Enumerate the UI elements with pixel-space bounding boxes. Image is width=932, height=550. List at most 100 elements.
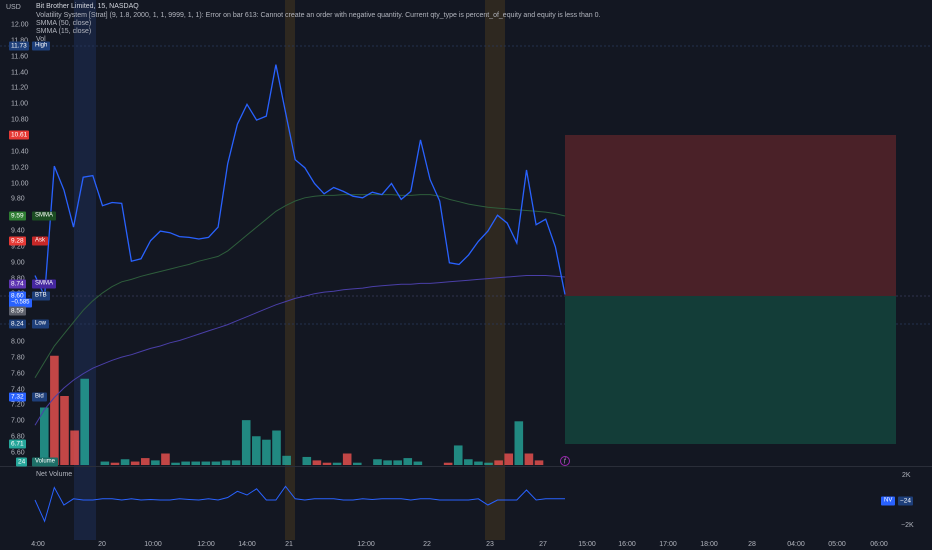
net-volume-line — [34, 485, 565, 523]
volume-bar — [70, 430, 79, 465]
y-tick-label: 8.00 — [11, 338, 25, 346]
volume-bar — [151, 460, 160, 465]
volume-bar — [191, 461, 201, 465]
volume-bar — [312, 460, 322, 465]
volume-bar — [40, 407, 49, 465]
strategy-legend[interactable]: Volatility System [Strat] (9, 1.8, 2000,… — [36, 12, 601, 19]
y-tick-label: 10.80 — [11, 116, 29, 124]
x-tick-label: 22 — [423, 541, 431, 548]
volume-bar — [241, 420, 251, 465]
y-tick-label: 8.80 — [11, 275, 25, 282]
volume-bar — [534, 460, 544, 465]
volume-bar — [171, 462, 180, 465]
x-tick-label: 12:00 — [197, 541, 215, 548]
volume-bar — [484, 462, 493, 465]
volume-bar — [453, 445, 463, 465]
y-tick-label: 11.60 — [11, 53, 28, 61]
smma50-legend[interactable]: SMMA (50, close) — [36, 20, 92, 27]
y-tick-label: 6.80 — [11, 433, 25, 441]
x-tick-label: 23 — [486, 541, 494, 548]
nv-tag-value: −24 — [898, 496, 914, 506]
volume-bar — [373, 459, 382, 465]
volume-bar — [211, 461, 221, 465]
y-tick-label: 7.80 — [11, 354, 25, 362]
volume-bar — [393, 460, 402, 465]
y-tick-label: 7.60 — [11, 370, 25, 378]
y-tick-label: 11.80 — [11, 37, 28, 44]
y-tick-label: 9.80 — [11, 195, 25, 203]
volume-bar — [403, 458, 413, 465]
volume-bar — [383, 460, 392, 465]
net-volume-title[interactable]: Net Volume — [36, 471, 73, 478]
smma50-line — [34, 194, 566, 378]
smma15-line — [34, 275, 566, 426]
nv-tick-top: 2K — [902, 472, 911, 479]
pane-separator[interactable] — [0, 466, 932, 467]
session-highlight — [74, 0, 96, 540]
chart-title[interactable]: Bit Brother Limited, 15, NASDAQ — [36, 3, 139, 10]
bid-small-tag: 8.59 — [9, 306, 26, 316]
volume-bar — [322, 462, 332, 465]
take-profit-tag: 10.61 — [9, 130, 30, 140]
volume-bar — [181, 461, 190, 465]
volume-bar — [504, 453, 514, 465]
volume-bar — [80, 378, 89, 465]
price-line — [34, 64, 566, 299]
x-tick-label: 27 — [539, 541, 547, 548]
y-tick-label: 10.20 — [11, 164, 29, 172]
volume-bar — [494, 460, 503, 465]
volume-bar — [110, 462, 120, 465]
volume-bar — [161, 453, 170, 465]
bid-tag-name: Bid — [32, 392, 47, 402]
x-tick-label: 14:00 — [238, 541, 256, 548]
smma15-tag-name: SMMA — [32, 279, 56, 289]
price-change-tag: −0.585 — [9, 298, 32, 308]
volume-bar — [464, 459, 473, 465]
y-tick-label: 10.40 — [11, 148, 29, 156]
currency-label: USD — [6, 4, 21, 11]
x-tick-label: 10:00 — [144, 541, 162, 548]
volume-bar — [302, 456, 312, 465]
volume-bar — [231, 460, 241, 465]
low-tag-value: 8.24 — [9, 319, 26, 329]
stop-zone — [565, 296, 896, 444]
volume-bar — [332, 462, 342, 465]
x-tick-label: 28 — [748, 541, 756, 548]
y-tick-label: 9.20 — [11, 243, 25, 251]
high-tag-value: 11.73 — [9, 41, 29, 51]
volume-bar — [514, 421, 524, 465]
x-tick-label: 16:00 — [618, 541, 636, 548]
target-zone — [565, 135, 896, 296]
volume-bar — [140, 458, 150, 465]
x-tick-label: 12:00 — [357, 541, 375, 548]
y-tick-label: 6.60 — [11, 449, 25, 457]
smma15-tag-value: 8.74 — [9, 279, 26, 289]
y-tick-label: 7.00 — [11, 417, 25, 425]
volume-bar — [262, 439, 271, 465]
volume-bar — [524, 453, 534, 465]
ask-tag-name: Ask — [32, 236, 49, 246]
y-tick-label: 9.00 — [11, 259, 25, 267]
y-tick-label: 12.00 — [11, 21, 29, 29]
volume-tag-value: 24 — [16, 457, 28, 467]
smma15-legend[interactable]: SMMA (15, close) — [36, 28, 92, 35]
vol-legend[interactable]: Vol — [36, 36, 46, 43]
y-tick-label: 7.20 — [11, 401, 25, 409]
x-tick-label: 17:00 — [659, 541, 677, 548]
y-tick-label: 11.40 — [11, 69, 28, 77]
symbol-tag: BTB — [32, 291, 50, 301]
volume-bar — [413, 461, 423, 465]
smma50-tag-name: SMMA — [32, 211, 56, 221]
volume-bar — [50, 355, 59, 465]
x-tick-label: 4:00 — [31, 541, 45, 548]
stop-loss-tag: 6.71 — [9, 439, 26, 449]
nv-tag-name: NV — [881, 496, 896, 506]
x-tick-label: 21 — [285, 541, 293, 548]
bid-tag-value: 7.32 — [9, 392, 26, 402]
strategy-marker-icon[interactable]: ƒ — [560, 456, 570, 466]
high-tag-name: High — [32, 41, 51, 51]
volume-bar — [60, 396, 69, 465]
y-tick-label: 7.40 — [11, 386, 25, 394]
x-tick-label: 20 — [98, 541, 106, 548]
